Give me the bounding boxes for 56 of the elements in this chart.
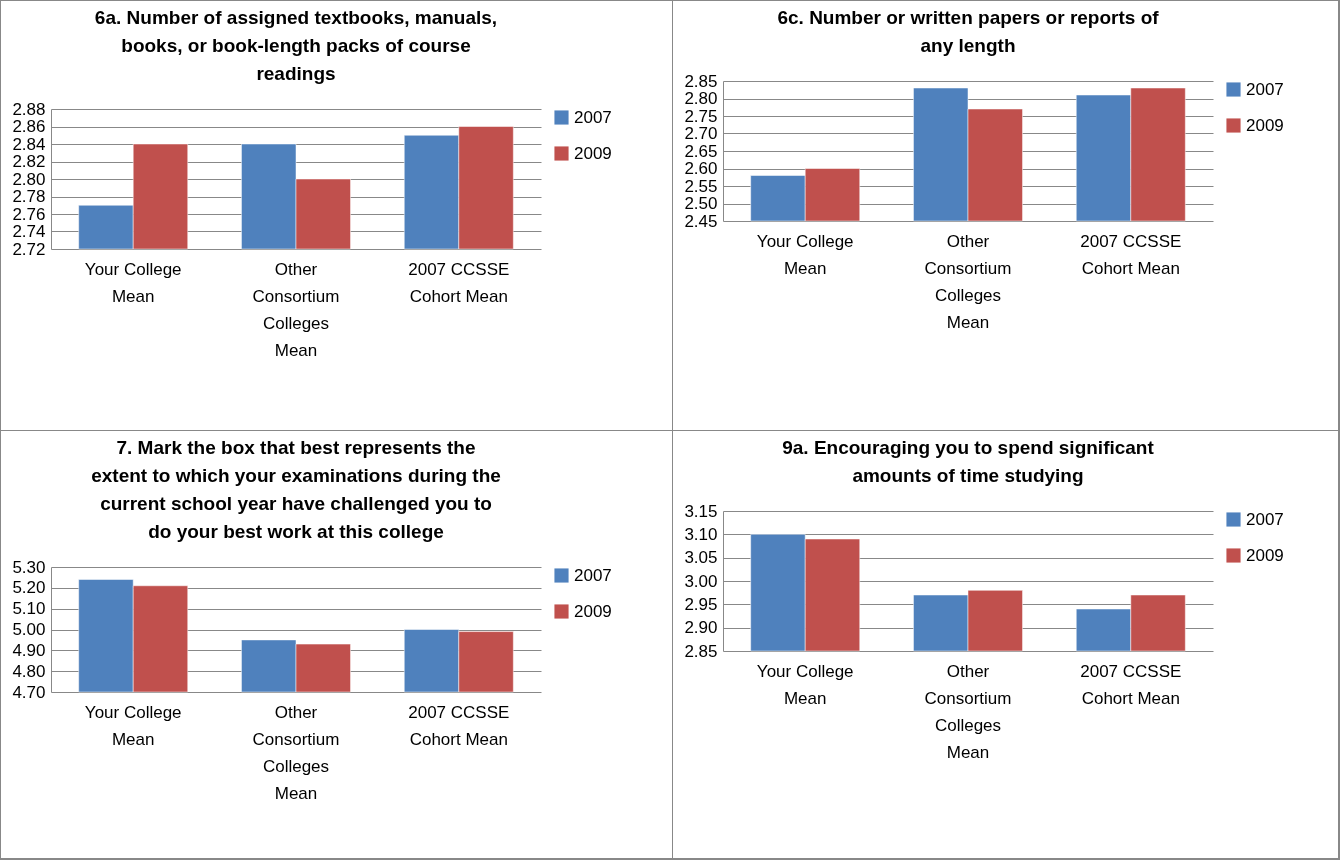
y-tick-label: 2.86 <box>12 117 46 136</box>
chart-title: 6a. Number of assigned textbooks, manuals, books, or book-length packs of course readings <box>94 7 498 84</box>
legend-label: 2009 <box>574 601 612 621</box>
y-tick-label: 2.76 <box>12 204 46 224</box>
legend-label: 2009 <box>1246 545 1284 565</box>
y-tick-label: 5.00 <box>12 620 46 639</box>
y-tick-label: 2.75 <box>684 106 718 126</box>
y-tick-label: 4.70 <box>12 682 46 702</box>
y-tick-label: 2.50 <box>684 194 718 213</box>
x-tick-label: Your College Mean <box>84 702 182 749</box>
y-tick-label: 3.05 <box>684 548 718 568</box>
y-tick-label: 2.78 <box>12 187 46 206</box>
y-tick-label: 2.95 <box>684 594 718 614</box>
chart-title: 9a. Encouraging you to spend significant amounts of time studying <box>782 437 1155 486</box>
y-tick-label: 2.90 <box>684 618 718 638</box>
y-tick-label: 2.88 <box>12 99 46 119</box>
y-tick-label: 2.80 <box>684 89 718 108</box>
legend-label: 2009 <box>1246 115 1284 135</box>
y-tick-label: 4.90 <box>12 640 46 660</box>
y-tick-label: 3.15 <box>684 501 718 521</box>
x-tick-label: Other Consortium Colleges Mean <box>924 661 1012 762</box>
legend-label: 2009 <box>574 143 612 163</box>
x-tick-label: 2007 CCSSE Cohort Mean <box>408 259 510 306</box>
y-tick-label: 3.10 <box>684 524 718 544</box>
y-tick-label: 2.82 <box>12 152 46 171</box>
x-tick-label: 2007 CCSSE Cohort Mean <box>1080 661 1182 708</box>
y-tick-label: 2.65 <box>684 141 718 161</box>
x-tick-label: Other Consortium Colleges Mean <box>252 259 340 360</box>
y-tick-label: 4.80 <box>12 661 46 681</box>
x-tick-label: 2007 CCSSE Cohort Mean <box>1080 231 1182 278</box>
legend-label: 2007 <box>1246 79 1284 99</box>
y-tick-label: 2.45 <box>684 211 718 231</box>
x-tick-label: Your College Mean <box>756 661 854 708</box>
y-tick-label: 2.85 <box>684 71 718 91</box>
y-tick-label: 5.10 <box>12 599 46 619</box>
chart-title: 6c. Number or written papers or reports of any length <box>777 7 1160 56</box>
legend-label: 2007 <box>574 107 612 127</box>
y-tick-label: 2.80 <box>12 169 46 189</box>
y-tick-label: 2.84 <box>12 134 46 154</box>
y-tick-label: 2.85 <box>684 641 718 661</box>
y-tick-label: 2.60 <box>684 159 718 178</box>
y-tick-label: 2.70 <box>684 124 718 143</box>
y-tick-label: 5.20 <box>12 578 46 598</box>
chart-title: 7. Mark the box that best represents the extent to which your examinations during the current school year have challenged you to do your best work at this college <box>91 437 501 542</box>
x-tick-label: Other Consortium Colleges Mean <box>252 702 340 803</box>
y-tick-label: 2.72 <box>12 239 46 259</box>
x-tick-label: 2007 CCSSE Cohort Mean <box>408 702 510 749</box>
x-tick-label: Other Consortium Colleges Mean <box>924 231 1012 332</box>
y-tick-label: 5.30 <box>12 557 46 577</box>
x-tick-label: Your College Mean <box>756 231 854 278</box>
x-tick-label: Your College Mean <box>84 259 182 306</box>
legend-label: 2007 <box>1246 509 1284 529</box>
legend-label: 2007 <box>574 565 612 585</box>
y-tick-label: 2.55 <box>684 176 718 196</box>
y-tick-label: 2.74 <box>12 222 46 241</box>
y-tick-label: 3.00 <box>684 571 718 591</box>
